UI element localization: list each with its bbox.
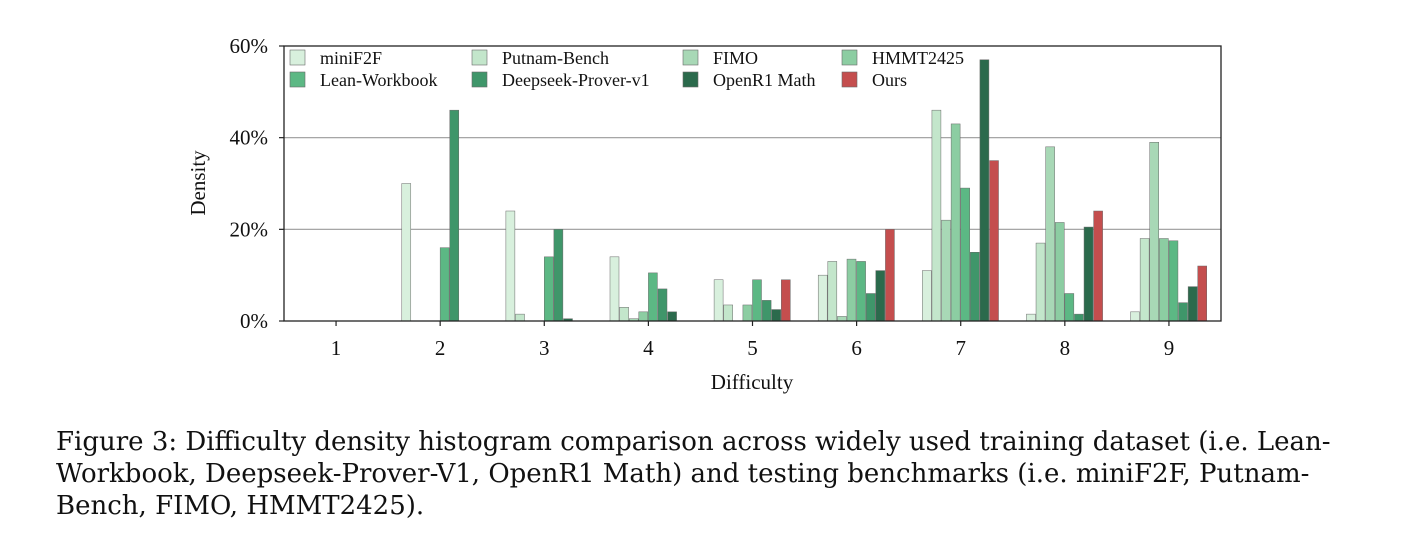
bar bbox=[875, 270, 886, 322]
y-tick-label: 60% bbox=[230, 34, 269, 58]
bar bbox=[619, 307, 629, 322]
legend-item: FIMO bbox=[682, 48, 758, 68]
bar bbox=[846, 258, 857, 322]
legend-swatch bbox=[682, 49, 699, 66]
bar bbox=[401, 183, 412, 322]
bar bbox=[742, 304, 753, 322]
legend-swatch bbox=[841, 49, 858, 66]
x-tick-label: 4 bbox=[643, 336, 654, 360]
bar bbox=[1168, 240, 1179, 322]
x-tick-label: 7 bbox=[955, 336, 966, 360]
bar bbox=[723, 304, 733, 322]
figure-caption: Figure 3: Difficulty density histogram c… bbox=[56, 427, 1331, 521]
bar bbox=[1035, 242, 1046, 322]
legend-label: OpenR1 Math bbox=[713, 70, 816, 90]
x-axis-ticks: 1 2 3 4 5 6 7 8 9 bbox=[331, 321, 1174, 360]
bar bbox=[885, 229, 895, 322]
y-tick-label: 0% bbox=[240, 309, 268, 333]
bar bbox=[1197, 265, 1207, 322]
bar bbox=[1083, 226, 1094, 322]
bar bbox=[1139, 238, 1150, 322]
bar bbox=[609, 256, 620, 322]
bar bbox=[817, 274, 828, 322]
y-tick-label: 40% bbox=[230, 126, 269, 150]
legend-swatch bbox=[289, 71, 306, 88]
grid-lines bbox=[284, 137, 1221, 230]
legend-item: HMMT2425 bbox=[841, 48, 964, 68]
bar bbox=[1159, 238, 1169, 322]
x-axis-label: Difficulty bbox=[711, 370, 794, 394]
bar bbox=[553, 229, 564, 322]
bar bbox=[1026, 313, 1036, 322]
bar bbox=[1093, 210, 1103, 322]
legend-swatch bbox=[841, 71, 858, 88]
bar bbox=[761, 300, 772, 322]
bar bbox=[1045, 146, 1055, 322]
x-tick-label: 2 bbox=[435, 336, 446, 360]
bar bbox=[970, 252, 980, 322]
bar bbox=[657, 288, 668, 322]
bar bbox=[941, 219, 951, 322]
legend-label: FIMO bbox=[713, 48, 758, 68]
legend-label: Lean-Workbook bbox=[320, 70, 438, 90]
bar bbox=[931, 109, 942, 322]
bars bbox=[401, 59, 1207, 322]
bar bbox=[856, 261, 866, 322]
legend-label: Deepseek-Prover-v1 bbox=[502, 70, 650, 90]
legend-item: Lean-Workbook bbox=[289, 70, 438, 90]
x-tick-label: 9 bbox=[1164, 336, 1175, 360]
bar bbox=[515, 313, 525, 322]
bar bbox=[713, 279, 724, 322]
bar bbox=[922, 270, 932, 322]
bar bbox=[1130, 311, 1140, 322]
bar bbox=[449, 109, 460, 322]
legend-item: miniF2F bbox=[289, 48, 382, 68]
legend-label: Putnam-Bench bbox=[502, 48, 609, 68]
legend-swatch bbox=[682, 71, 699, 88]
bar bbox=[667, 311, 677, 322]
bar bbox=[960, 187, 970, 322]
y-tick-label: 20% bbox=[230, 217, 269, 241]
bar bbox=[1054, 222, 1065, 322]
legend-label: miniF2F bbox=[320, 48, 382, 68]
legend-item: Putnam-Bench bbox=[471, 48, 609, 68]
bar bbox=[1178, 302, 1188, 322]
legend-label: Ours bbox=[872, 70, 907, 90]
bar bbox=[1149, 142, 1159, 322]
bar bbox=[781, 279, 791, 322]
bar bbox=[979, 59, 990, 322]
bar bbox=[865, 293, 876, 322]
legend-item: Deepseek-Prover-v1 bbox=[471, 70, 650, 90]
legend-swatch bbox=[471, 71, 488, 88]
legend-swatch bbox=[471, 49, 488, 66]
y-axis-ticks: 0% 20% 40% 60% bbox=[230, 34, 284, 333]
difficulty-density-chart: 0% 20% 40% 60% 1 2 3 4 5 6 7 8 9 Difficulty Density… bbox=[186, 34, 1222, 394]
bar bbox=[950, 123, 961, 322]
bar bbox=[544, 256, 554, 322]
legend: miniF2F Putnam-Bench FIMO HMMT2425 Lean-Work… bbox=[289, 48, 964, 90]
x-tick-label: 6 bbox=[851, 336, 862, 360]
bar bbox=[771, 309, 781, 322]
legend-label: HMMT2425 bbox=[872, 48, 964, 68]
bar bbox=[648, 272, 658, 322]
x-tick-label: 5 bbox=[747, 336, 758, 360]
y-axis-label: Density bbox=[186, 150, 210, 216]
bar bbox=[1074, 313, 1084, 322]
x-tick-label: 1 bbox=[331, 336, 342, 360]
bar bbox=[837, 316, 847, 322]
x-tick-label: 8 bbox=[1060, 336, 1071, 360]
bar bbox=[439, 247, 450, 322]
legend-item: Ours bbox=[841, 70, 907, 90]
bar bbox=[989, 160, 999, 322]
bar bbox=[752, 279, 762, 322]
bar bbox=[1187, 286, 1198, 322]
x-tick-label: 3 bbox=[539, 336, 550, 360]
legend-swatch bbox=[289, 49, 306, 66]
bar bbox=[827, 261, 838, 322]
bar bbox=[1064, 293, 1075, 322]
legend-item: OpenR1 Math bbox=[682, 70, 816, 90]
bar bbox=[505, 210, 516, 322]
bar bbox=[638, 311, 649, 322]
